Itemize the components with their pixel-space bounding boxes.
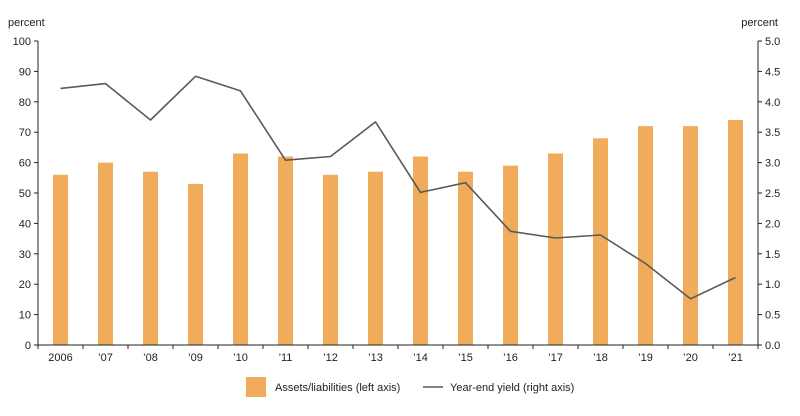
right-tick-label: 2.5 [765,188,780,200]
x-tick-label: ’20 [683,352,698,364]
left-axis: 0 10 20 30 40 50 60 70 80 90 100 [13,36,39,352]
bar [638,126,653,346]
x-tick-label: ’16 [503,352,518,364]
yield-line [60,75,736,300]
x-tick-label: ’07 [98,352,113,364]
bar [458,171,473,345]
bar [368,171,383,345]
x-axis-ticks: 2006 ’07 ’08 ’09 ’10 ’11 ’12 ’13 ’14 ’15 ’16 ’17 ’18… [37,345,759,364]
x-tick-label: 2006 [48,352,72,364]
bar-series [53,120,743,346]
right-axis: 0.0 0.5 1.0 1.5 2.0 2.5 3.0 3.5 4.0 4.5 5.0 [757,36,780,352]
x-tick-label: ’10 [233,352,248,364]
x-tick-label: ’14 [413,352,428,364]
left-tick-label: 40 [19,218,31,230]
right-tick-label: 4.0 [765,97,780,109]
legend-label-assets: Assets/liabilities (left axis) [275,382,400,394]
right-tick-label: 4.5 [765,66,780,78]
right-tick-label: 2.0 [765,218,780,230]
bar [53,174,68,345]
left-tick-label: 60 [19,158,31,170]
legend: Assets/liabilities (left axis) Year-end … [246,377,574,397]
x-tick-label: ’18 [593,352,608,364]
legend-label-yield: Year-end yield (right axis) [450,382,574,394]
bar [728,120,743,345]
bar [548,153,563,345]
legend-item-yield: Year-end yield (right axis) [423,382,574,394]
right-tick-label: 3.5 [765,127,780,139]
x-tick-label: ’19 [638,352,653,364]
legend-item-assets: Assets/liabilities (left axis) [246,377,400,397]
bar [503,165,518,345]
right-tick-label: 1.0 [765,279,780,291]
bar [323,174,338,345]
right-axis-ticks: 0.0 0.5 1.0 1.5 2.0 2.5 3.0 3.5 4.0 4.5 5.0 [758,36,780,352]
x-tick-label: ’08 [143,352,158,364]
right-tick-label: 0.0 [765,340,780,352]
left-tick-label: 0 [25,340,31,352]
bar [98,162,113,345]
legend-swatch-bar [246,377,266,397]
right-axis-label: percent [741,17,778,29]
bar [143,171,158,345]
left-tick-label: 90 [19,66,31,78]
left-tick-label: 30 [19,249,31,261]
right-tick-label: 1.5 [765,249,780,261]
left-tick-label: 20 [19,279,31,291]
x-tick-label: ’09 [188,352,203,364]
x-tick-label: ’13 [368,352,383,364]
left-tick-label: 80 [19,97,31,109]
x-tick-label: ’15 [458,352,473,364]
right-tick-label: 3.0 [765,158,780,170]
x-tick-label: ’12 [323,352,338,364]
left-tick-label: 70 [19,127,31,139]
x-tick-label: ’21 [728,352,743,364]
bar [593,138,608,345]
right-tick-label: 0.5 [765,310,780,322]
bar [278,156,293,345]
left-axis-label: percent [8,17,45,29]
left-tick-label: 50 [19,188,31,200]
bar [233,153,248,345]
bar [413,156,428,345]
bar [683,126,698,346]
x-tick-label: ’11 [279,352,293,364]
left-axis-ticks: 0 10 20 30 40 50 60 70 80 90 100 [13,36,38,352]
x-tick-label: ’17 [548,352,563,364]
bar [188,183,203,345]
left-tick-label: 10 [19,310,31,322]
left-tick-label: 100 [13,36,31,48]
right-tick-label: 5.0 [765,36,780,48]
